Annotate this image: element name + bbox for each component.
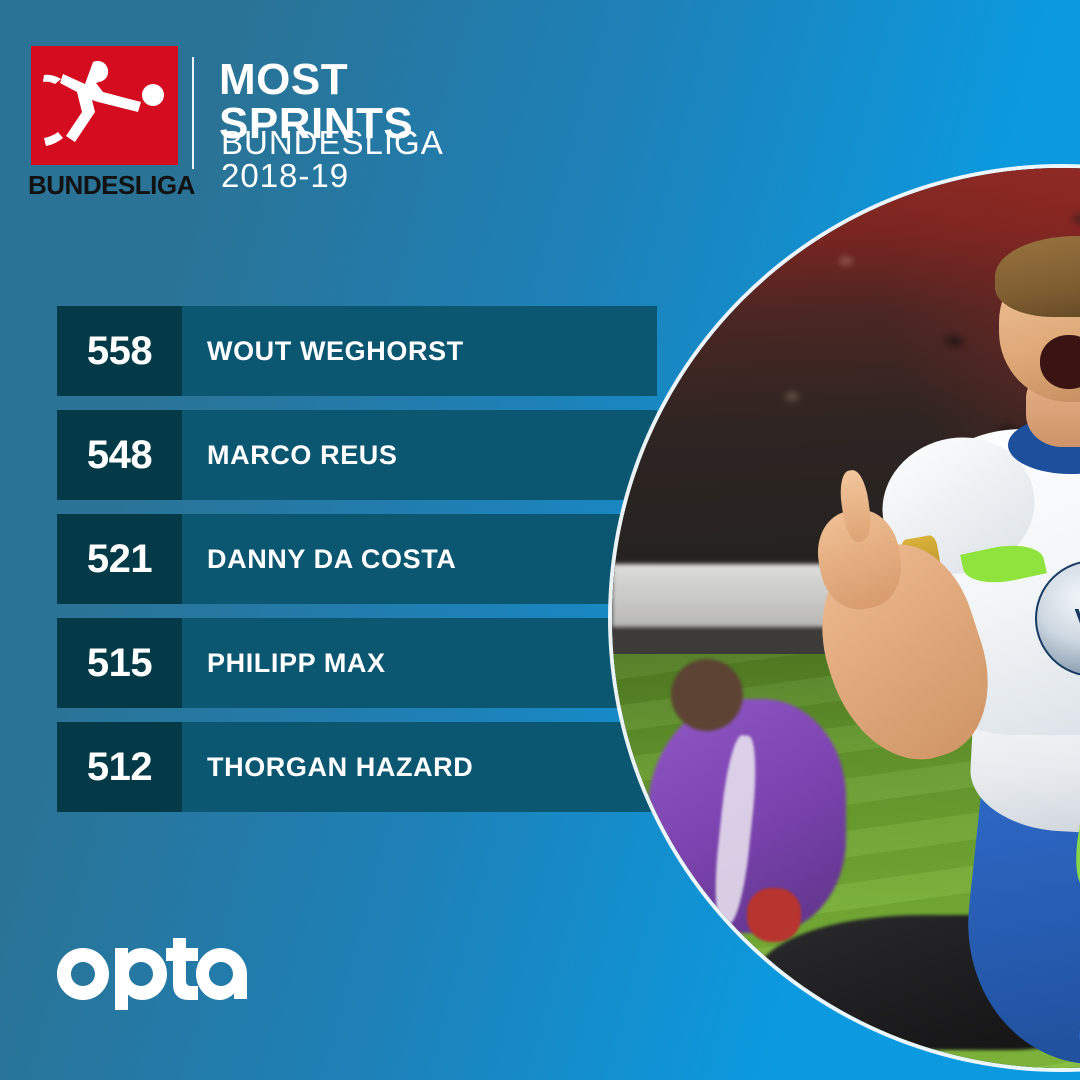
player-name: THORGAN HAZARD (207, 751, 474, 782)
table-row: 512 THORGAN HAZARD (57, 722, 657, 812)
vw-sponsor-logo (1035, 559, 1080, 677)
player-name: DANNY DA COSTA (207, 543, 457, 574)
table-row: 521 DANNY DA COSTA (57, 514, 657, 604)
page-subtitle: BUNDESLIGA 2018-19 (221, 124, 442, 194)
sprint-count: 512 (57, 722, 182, 812)
player-open-mouth (1039, 334, 1080, 389)
sprint-count: 558 (57, 306, 182, 396)
sprint-count: 548 (57, 410, 182, 500)
grounded-keeper-head (670, 658, 743, 731)
opta-logo (57, 938, 247, 1010)
bundesliga-wordmark: BUNDESLIGA (28, 170, 195, 200)
bundesliga-logo (31, 46, 178, 165)
sprint-count: 521 (57, 514, 182, 604)
page-title: MOST SPRINTS (219, 55, 414, 148)
sprint-count: 515 (57, 618, 182, 708)
player-photo-circle: 9 (612, 168, 1080, 1068)
player-name: WOUT WEGHORST (207, 335, 464, 366)
ranking-list: 558 WOUT WEGHORST 548 MARCO REUS 521 DAN… (57, 306, 657, 826)
table-row: 548 MARCO REUS (57, 410, 657, 500)
table-row: 515 PHILIPP MAX (57, 618, 657, 708)
player-name: MARCO REUS (207, 439, 398, 470)
player-name: PHILIPP MAX (207, 647, 386, 678)
table-row: 558 WOUT WEGHORST (57, 306, 657, 396)
grounded-player-boot (747, 888, 801, 942)
player-photo: 9 (612, 168, 1080, 1068)
header-divider (192, 57, 194, 169)
